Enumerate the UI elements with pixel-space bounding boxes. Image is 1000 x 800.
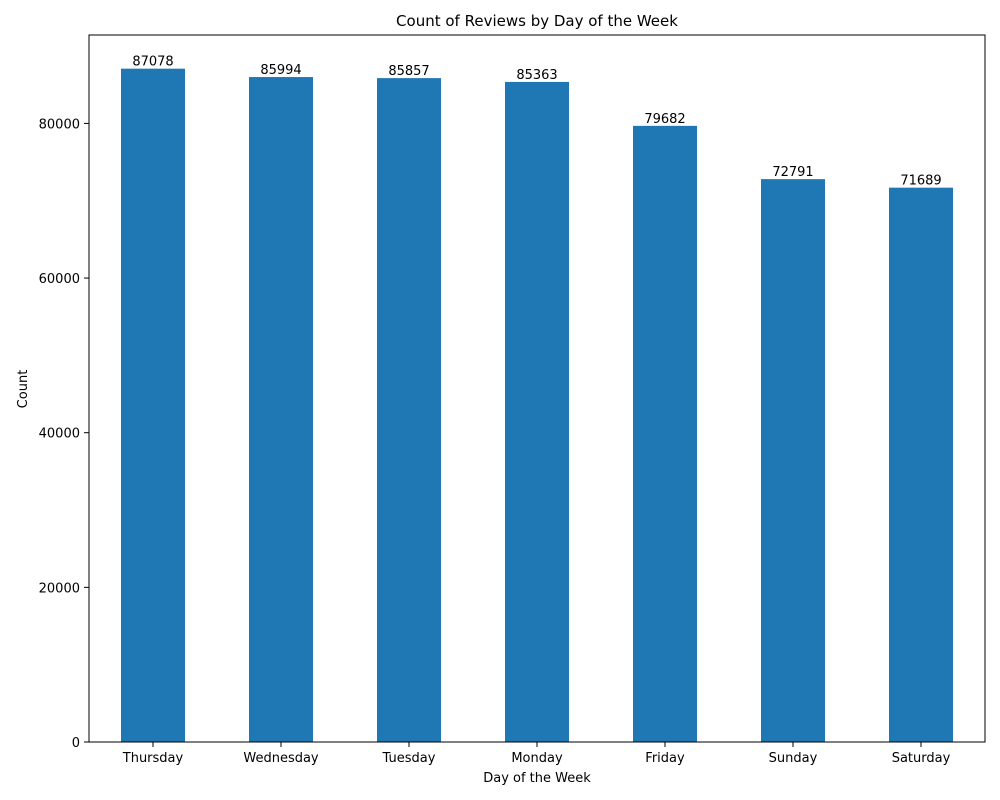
x-tick-label-tuesday: Tuesday bbox=[382, 751, 436, 766]
data-label-friday: 79682 bbox=[644, 112, 685, 127]
x-tick-label-saturday: Saturday bbox=[892, 751, 951, 766]
bar-wednesday bbox=[249, 77, 313, 743]
x-tick-label-sunday: Sunday bbox=[769, 751, 818, 766]
data-label-wednesday: 85994 bbox=[260, 63, 301, 78]
x-axis-label: Day of the Week bbox=[483, 771, 591, 786]
y-axis-ticks: 0 20000 40000 60000 80000 bbox=[39, 117, 89, 751]
bar-friday bbox=[633, 125, 697, 743]
x-tick-label-friday: Friday bbox=[645, 751, 685, 766]
data-label-monday: 85363 bbox=[516, 68, 557, 83]
data-label-saturday: 71689 bbox=[900, 174, 941, 189]
bars-group bbox=[121, 68, 953, 743]
data-label-tuesday: 85857 bbox=[388, 64, 429, 79]
bar-monday bbox=[505, 81, 569, 742]
chart-title: Count of Reviews by Day of the Week bbox=[396, 12, 678, 30]
y-tick-label: 0 bbox=[72, 736, 80, 751]
data-label-thursday: 87078 bbox=[132, 55, 173, 70]
y-tick-label: 60000 bbox=[39, 272, 80, 287]
x-tick-label-wednesday: Wednesday bbox=[243, 751, 319, 766]
bar-tuesday bbox=[377, 78, 441, 742]
bar-saturday bbox=[889, 187, 953, 742]
y-axis-label: Count bbox=[16, 370, 31, 409]
y-tick-label: 20000 bbox=[39, 581, 80, 596]
y-tick-label: 80000 bbox=[39, 117, 80, 132]
data-label-sunday: 72791 bbox=[772, 165, 813, 180]
x-tick-label-thursday: Thursday bbox=[122, 751, 184, 766]
bar-thursday bbox=[121, 68, 185, 742]
bar-sunday bbox=[761, 179, 825, 742]
x-tick-label-monday: Monday bbox=[511, 751, 563, 766]
x-axis-ticks: Thursday Wednesday Tuesday Monday Friday Sund… bbox=[122, 742, 951, 766]
y-tick-label: 40000 bbox=[39, 427, 80, 442]
data-labels-group: 87078 85994 85857 85363 79682 72791 71689 bbox=[132, 55, 941, 189]
